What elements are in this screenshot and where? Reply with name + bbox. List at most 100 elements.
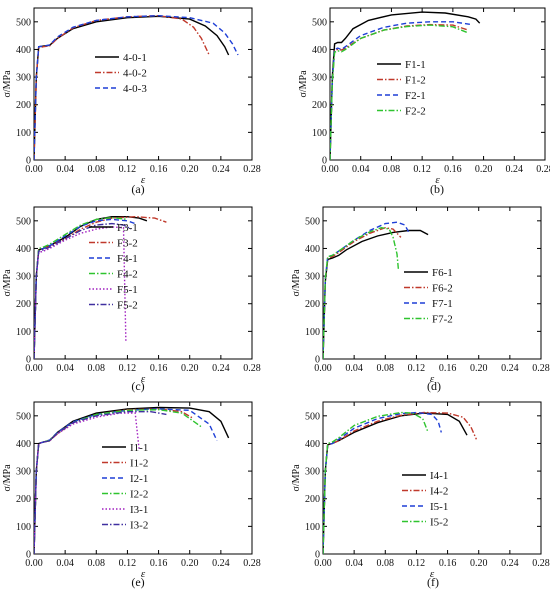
x-tick-label: 0.08	[88, 164, 106, 175]
legend-label: I5-1	[430, 501, 448, 513]
x-tick-label: 0.24	[212, 363, 230, 374]
x-tick-label: 0.28	[532, 363, 550, 374]
y-tick-label: 200	[305, 299, 320, 310]
series-line-I3-1	[34, 412, 140, 554]
legend-label: 4-0-3	[123, 83, 147, 95]
legend: F1-1 F1-2 F2-1 F2-2	[377, 59, 426, 118]
chart-panel: 0.00 0.04 0.08 0.12 0.16 0.20 0.24 0.28 0 100 200 3…	[2, 7, 261, 196]
y-axis-label: σ/MPa	[291, 269, 302, 297]
y-tick-label: 300	[16, 73, 31, 84]
x-tick-label: 0.24	[212, 558, 230, 569]
series-line-F5-1	[34, 226, 127, 359]
x-tick-label: 0.16	[150, 558, 168, 569]
series-line-F7-1	[323, 221, 410, 359]
x-tick-label: 0.04	[56, 164, 74, 175]
panel-label: (d)	[427, 379, 441, 393]
y-tick-label: 200	[305, 494, 320, 505]
legend-label: 4-0-2	[123, 68, 147, 80]
y-axis-label: σ/MPa	[2, 70, 13, 98]
legend-label: F6-1	[432, 267, 453, 279]
legend-label: I5-2	[430, 517, 448, 529]
plot-frame	[33, 7, 253, 161]
y-axis-label: σ/MPa	[2, 464, 13, 492]
legend-label: F3-1	[117, 222, 138, 234]
x-tick-label: 0.00	[25, 558, 43, 569]
legend-label: F2-1	[405, 90, 426, 102]
x-axis-label: ε	[141, 568, 146, 580]
x-tick-label: 0.12	[413, 164, 431, 175]
y-tick-label: 500	[16, 411, 31, 422]
x-tick-label: 0.04	[345, 363, 363, 374]
panel-label: (f)	[427, 575, 439, 589]
legend-label: 4-0-1	[123, 52, 147, 64]
x-tick-label: 0.28	[243, 363, 261, 374]
legend-label: I3-2	[130, 520, 148, 532]
plot-frame	[322, 401, 542, 555]
x-tick-label: 0.12	[119, 558, 137, 569]
x-tick-label: 0.12	[408, 558, 426, 569]
y-tick-label: 100	[16, 128, 31, 139]
x-tick-label: 0.08	[88, 363, 106, 374]
y-tick-label: 200	[16, 100, 31, 111]
series-line-F2-1	[330, 21, 473, 160]
chart-panel: 0.00 0.04 0.08 0.12 0.16 0.20 0.24 0.28 0 100 200 3…	[2, 206, 261, 393]
y-axis-label: σ/MPa	[291, 464, 302, 492]
y-tick-label: 0	[315, 355, 320, 366]
legend-label: F5-2	[117, 300, 138, 312]
series-line-F4-2	[34, 216, 128, 359]
x-tick-label: 0.20	[181, 164, 199, 175]
x-tick-label: 0.00	[314, 363, 332, 374]
y-tick-label: 0	[26, 550, 31, 561]
y-tick-label: 300	[305, 467, 320, 478]
x-tick-label: 0.04	[345, 558, 363, 569]
x-axis-label: ε	[435, 174, 440, 186]
x-tick-label: 0.12	[119, 164, 137, 175]
legend-label: F3-2	[117, 238, 138, 250]
legend: I4-1 I4-2 I5-1 I5-2	[402, 470, 448, 529]
legend-label: I3-1	[130, 504, 148, 516]
x-tick-label: 0.16	[444, 164, 462, 175]
legend-label: I2-2	[130, 489, 148, 501]
y-tick-label: 100	[16, 327, 31, 338]
chart-panel: 0.00 0.04 0.08 0.12 0.16 0.20 0.24 0.28 0 100 200 3…	[2, 401, 261, 589]
y-tick-label: 100	[16, 522, 31, 533]
y-tick-label: 500	[16, 216, 31, 227]
y-tick-label: 300	[305, 272, 320, 283]
x-tick-label: 0.00	[321, 164, 339, 175]
series-line-F6-1	[323, 229, 429, 359]
x-tick-label: 0.16	[150, 164, 168, 175]
y-tick-label: 0	[315, 550, 320, 561]
x-tick-label: 0.20	[470, 363, 488, 374]
panel-label: (b)	[430, 182, 444, 196]
series-line-I5-2	[323, 411, 429, 554]
legend-label: F7-1	[432, 298, 453, 310]
series-line-I5-1	[323, 411, 442, 554]
series-line-F7-2	[323, 226, 400, 359]
plot-frame	[33, 206, 253, 360]
series-line-4-0-3	[34, 14, 239, 160]
legend-label: I4-1	[430, 470, 448, 482]
x-tick-label: 0.24	[501, 363, 519, 374]
series-line-I3-2	[34, 411, 167, 554]
x-tick-label: 0.20	[181, 363, 199, 374]
panel-label: (e)	[131, 575, 144, 589]
y-tick-label: 500	[305, 216, 320, 227]
series-line-F6-2	[323, 226, 402, 359]
panel-label: (c)	[131, 379, 144, 393]
y-tick-label: 300	[16, 272, 31, 283]
series-line-F1-1	[330, 11, 481, 160]
y-tick-label: 400	[16, 439, 31, 450]
series-line-F2-2	[330, 24, 469, 160]
x-tick-label: 0.08	[377, 558, 395, 569]
x-axis-label: ε	[141, 174, 146, 186]
x-axis-label: ε	[430, 568, 435, 580]
y-axis-label: σ/MPa	[2, 269, 13, 297]
x-tick-label: 0.04	[56, 558, 74, 569]
chart-panel: 0.00 0.04 0.08 0.12 0.16 0.20 0.24 0.28 0 100 200 3…	[291, 401, 550, 589]
y-tick-label: 500	[16, 17, 31, 28]
y-tick-label: 400	[16, 244, 31, 255]
x-tick-label: 0.28	[243, 164, 261, 175]
y-tick-label: 400	[305, 439, 320, 450]
x-tick-label: 0.00	[25, 164, 43, 175]
